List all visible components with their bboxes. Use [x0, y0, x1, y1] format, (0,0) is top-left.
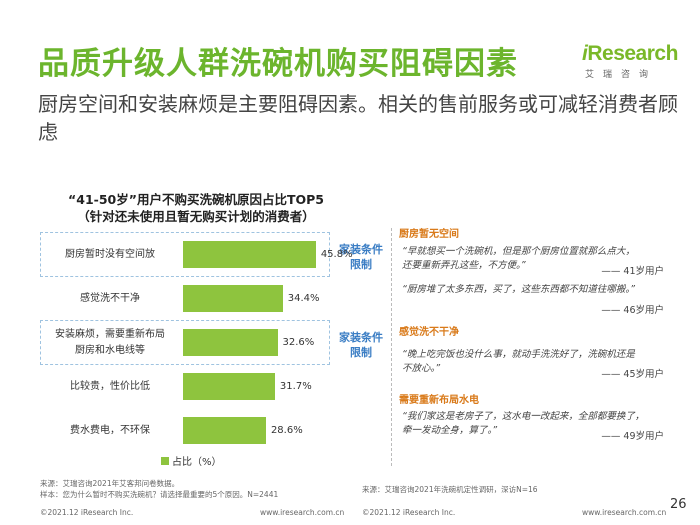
bar	[183, 285, 283, 312]
bar-category-label: 安装麻烦，需要重新布局 厨房和水电线等	[55, 328, 165, 356]
page-title: 品质升级人群洗碗机购买阻碍因素	[38, 46, 518, 82]
chart-legend: 占比（%）	[161, 457, 222, 469]
chart-title: “41-50岁”用户不购买洗碗机原因占比TOP5 （针对还未使用且暂无购买计划的…	[40, 191, 352, 225]
page-number: 26	[670, 497, 687, 512]
quote-heading: 厨房暂无空间	[399, 229, 459, 240]
bar	[183, 329, 278, 356]
legend-label: 占比（%）	[172, 457, 222, 468]
website-link[interactable]: www.iresearch.com.cn	[260, 508, 345, 517]
quote-text: “早就想买一个洗碗机，但是那个厨房位置就那么点大， 还要重新弄孔这些，不方便。”	[402, 246, 635, 271]
bar-category-label: 比较贵，性价比低	[70, 380, 150, 392]
bar-value-label: 31.7%	[279, 381, 312, 392]
quote-text: “晚上吃完饭也没什么事，就动手洗洗好了，洗碗机还是 不放心。”	[402, 349, 635, 374]
quote-heading: 需要重新布局水电	[399, 395, 479, 406]
legend-swatch	[161, 457, 169, 465]
quote-author: —— 46岁用户	[601, 305, 664, 316]
website-link[interactable]: www.iresearch.com.cn	[582, 508, 667, 517]
iresearch-logo: iResearch 艾瑞咨询	[582, 42, 678, 84]
divider	[391, 228, 392, 466]
install-constraint-tag: 家装条件 限制	[339, 243, 383, 271]
logo-wordmark: iResearch	[582, 42, 678, 65]
bar-value-label: 45.8%	[320, 249, 353, 260]
source-note: 来源：艾瑞咨询2021年艾客邦问卷数据。 样本：您为什么暂时不购买洗碗机？请选择最…	[40, 479, 279, 499]
bar-value-label: 32.6%	[282, 337, 315, 348]
install-constraint-tag: 家装条件 限制	[339, 331, 383, 359]
chart-title-line: “41-50岁”用户不购买洗碗机原因占比TOP5	[68, 192, 324, 207]
chart-subtitle-line: （针对还未使用且暂无购买计划的消费者）	[77, 209, 315, 224]
quote-text: “我们家这是老房子了，这水电一改起来，全部都要换了， 牵一发动全身，算了。”	[402, 411, 645, 436]
highlight-box-install	[40, 320, 330, 365]
quote-author: —— 49岁用户	[601, 431, 664, 442]
quote-text: “厨房堆了太多东西，买了，这些东西都不知道往哪搬。”	[402, 284, 636, 295]
bar	[183, 417, 266, 444]
copyright: ©2021.12 iResearch Inc.	[40, 508, 134, 517]
quote-heading: 感觉洗不干净	[399, 327, 459, 338]
bar	[183, 373, 275, 400]
bar-category-label: 费水费电，不环保	[70, 424, 150, 436]
bar-value-label: 28.6%	[270, 425, 303, 436]
source-note: 来源：艾瑞咨询2021年洗碗机定性调研，深访N=16	[362, 485, 538, 494]
quote-author: —— 41岁用户	[601, 266, 664, 277]
page-subtitle: 厨房空间和安装麻烦是主要阻碍因素。相关的售前服务或可减轻消费者顾虑	[38, 92, 678, 144]
bar-value-label: 34.4%	[287, 293, 320, 304]
bar-category-label: 厨房暂时没有空间放	[65, 248, 155, 260]
logo-subtitle: 艾瑞咨询	[585, 70, 658, 80]
highlight-box-space	[40, 232, 330, 277]
quote-author: —— 45岁用户	[601, 369, 664, 380]
bar-category-label: 感觉洗不干净	[80, 292, 140, 304]
bar	[183, 241, 316, 268]
copyright: ©2021.12 iResearch Inc.	[362, 508, 456, 517]
